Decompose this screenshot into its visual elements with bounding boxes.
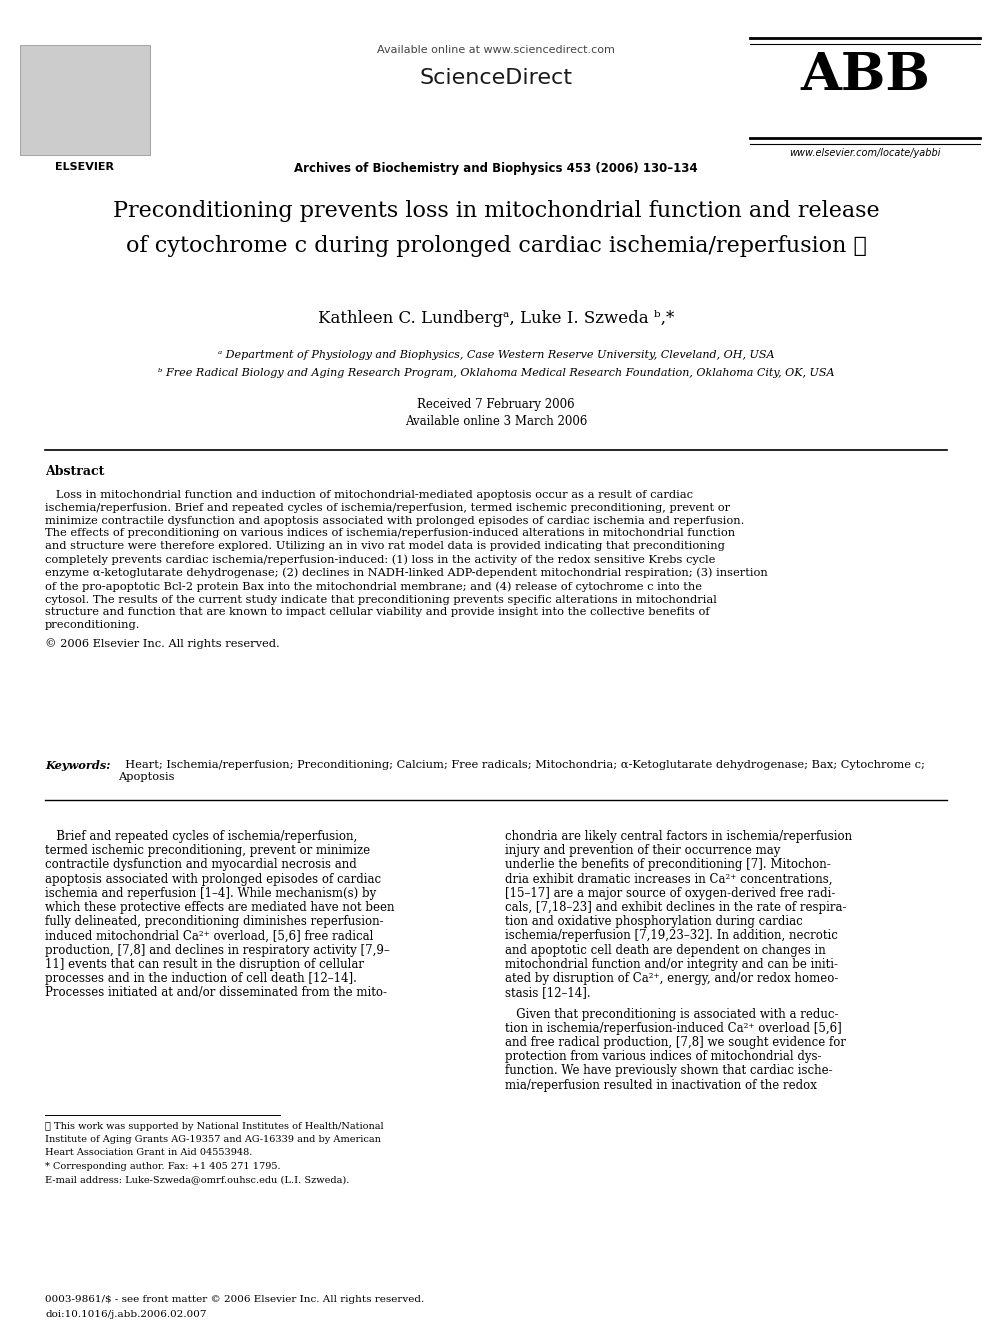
Text: production, [7,8] and declines in respiratory activity [7,9–: production, [7,8] and declines in respir… (45, 943, 390, 957)
Text: [15–17] are a major source of oxygen-derived free radi-: [15–17] are a major source of oxygen-der… (505, 886, 835, 900)
Text: chondria are likely central factors in ischemia/reperfusion: chondria are likely central factors in i… (505, 830, 852, 843)
Text: termed ischemic preconditioning, prevent or minimize: termed ischemic preconditioning, prevent… (45, 844, 370, 857)
Text: apoptosis associated with prolonged episodes of cardiac: apoptosis associated with prolonged epis… (45, 873, 381, 885)
Text: Archives of Biochemistry and Biophysics 453 (2006) 130–134: Archives of Biochemistry and Biophysics … (295, 161, 697, 175)
Text: © 2006 Elsevier Inc. All rights reserved.: © 2006 Elsevier Inc. All rights reserved… (45, 639, 280, 650)
Text: induced mitochondrial Ca²⁺ overload, [5,6] free radical: induced mitochondrial Ca²⁺ overload, [5,… (45, 929, 373, 942)
Text: of cytochrome c during prolonged cardiac ischemia/reperfusion ☆: of cytochrome c during prolonged cardiac… (126, 235, 866, 257)
Text: contractile dysfunction and myocardial necrosis and: contractile dysfunction and myocardial n… (45, 859, 357, 872)
Text: tion and oxidative phosphorylation during cardiac: tion and oxidative phosphorylation durin… (505, 916, 803, 929)
Text: protection from various indices of mitochondrial dys-: protection from various indices of mitoc… (505, 1050, 821, 1064)
Text: Given that preconditioning is associated with a reduc-: Given that preconditioning is associated… (505, 1008, 838, 1020)
Text: Preconditioning prevents loss in mitochondrial function and release: Preconditioning prevents loss in mitocho… (113, 200, 879, 222)
Bar (20, 45, 150, 155)
Text: Institute of Aging Grants AG-19357 and AG-16339 and by American: Institute of Aging Grants AG-19357 and A… (45, 1135, 381, 1144)
Text: ABB: ABB (801, 50, 930, 101)
Text: stasis [12–14].: stasis [12–14]. (505, 986, 590, 999)
Text: Brief and repeated cycles of ischemia/reperfusion,: Brief and repeated cycles of ischemia/re… (45, 830, 357, 843)
Text: 11] events that can result in the disruption of cellular: 11] events that can result in the disrup… (45, 958, 364, 971)
Text: underlie the benefits of preconditioning [7]. Mitochon-: underlie the benefits of preconditioning… (505, 859, 830, 872)
Text: which these protective effects are mediated have not been: which these protective effects are media… (45, 901, 395, 914)
Text: and apoptotic cell death are dependent on changes in: and apoptotic cell death are dependent o… (505, 943, 825, 957)
Text: www.elsevier.com/locate/yabbi: www.elsevier.com/locate/yabbi (790, 148, 940, 157)
Text: Loss in mitochondrial function and induction of mitochondrial-mediated apoptosis: Loss in mitochondrial function and induc… (45, 490, 768, 630)
Text: ScienceDirect: ScienceDirect (420, 67, 572, 89)
Text: and free radical production, [7,8] we sought evidence for: and free radical production, [7,8] we so… (505, 1036, 846, 1049)
Text: ᵃ Department of Physiology and Biophysics, Case Western Reserve University, Clev: ᵃ Department of Physiology and Biophysic… (218, 351, 774, 360)
Text: Keywords:: Keywords: (45, 759, 110, 771)
Text: Kathleen C. Lundbergᵃ, Luke I. Szweda ᵇ,*: Kathleen C. Lundbergᵃ, Luke I. Szweda ᵇ,… (317, 310, 675, 327)
Text: Heart; Ischemia/reperfusion; Preconditioning; Calcium; Free radicals; Mitochondr: Heart; Ischemia/reperfusion; Preconditio… (118, 759, 925, 782)
Text: ᵇ Free Radical Biology and Aging Research Program, Oklahoma Medical Research Fou: ᵇ Free Radical Biology and Aging Researc… (158, 368, 834, 378)
Text: Abstract: Abstract (45, 464, 104, 478)
Text: 0003-9861/$ - see front matter © 2006 Elsevier Inc. All rights reserved.: 0003-9861/$ - see front matter © 2006 El… (45, 1295, 425, 1304)
Text: * Corresponding author. Fax: +1 405 271 1795.: * Corresponding author. Fax: +1 405 271 … (45, 1162, 281, 1171)
Text: ischemia and reperfusion [1–4]. While mechanism(s) by: ischemia and reperfusion [1–4]. While me… (45, 886, 376, 900)
Text: doi:10.1016/j.abb.2006.02.007: doi:10.1016/j.abb.2006.02.007 (45, 1310, 206, 1319)
Text: Heart Association Grant in Aid 04553948.: Heart Association Grant in Aid 04553948. (45, 1148, 252, 1158)
Text: Available online at www.sciencedirect.com: Available online at www.sciencedirect.co… (377, 45, 615, 56)
Text: injury and prevention of their occurrence may: injury and prevention of their occurrenc… (505, 844, 781, 857)
Text: ischemia/reperfusion [7,19,23–32]. In addition, necrotic: ischemia/reperfusion [7,19,23–32]. In ad… (505, 929, 838, 942)
Text: function. We have previously shown that cardiac ische-: function. We have previously shown that … (505, 1064, 832, 1077)
Text: tion in ischemia/reperfusion-induced Ca²⁺ overload [5,6]: tion in ischemia/reperfusion-induced Ca²… (505, 1021, 842, 1035)
Text: Received 7 February 2006: Received 7 February 2006 (418, 398, 574, 411)
Text: cals, [7,18–23] and exhibit declines in the rate of respira-: cals, [7,18–23] and exhibit declines in … (505, 901, 846, 914)
Text: mia/reperfusion resulted in inactivation of the redox: mia/reperfusion resulted in inactivation… (505, 1078, 816, 1091)
Text: E-mail address: Luke-Szweda@omrf.ouhsc.edu (L.I. Szweda).: E-mail address: Luke-Szweda@omrf.ouhsc.e… (45, 1175, 349, 1184)
Text: dria exhibit dramatic increases in Ca²⁺ concentrations,: dria exhibit dramatic increases in Ca²⁺ … (505, 873, 832, 885)
Text: ★ This work was supported by National Institutes of Health/National: ★ This work was supported by National In… (45, 1122, 384, 1131)
Text: Processes initiated at and/or disseminated from the mito-: Processes initiated at and/or disseminat… (45, 986, 387, 999)
Text: processes and in the induction of cell death [12–14].: processes and in the induction of cell d… (45, 972, 357, 986)
Text: Available online 3 March 2006: Available online 3 March 2006 (405, 415, 587, 429)
Text: ELSEVIER: ELSEVIER (56, 161, 114, 172)
Text: fully delineated, preconditioning diminishes reperfusion-: fully delineated, preconditioning dimini… (45, 916, 384, 929)
Text: mitochondrial function and/or integrity and can be initi-: mitochondrial function and/or integrity … (505, 958, 838, 971)
Text: ated by disruption of Ca²⁺, energy, and/or redox homeo-: ated by disruption of Ca²⁺, energy, and/… (505, 972, 838, 986)
